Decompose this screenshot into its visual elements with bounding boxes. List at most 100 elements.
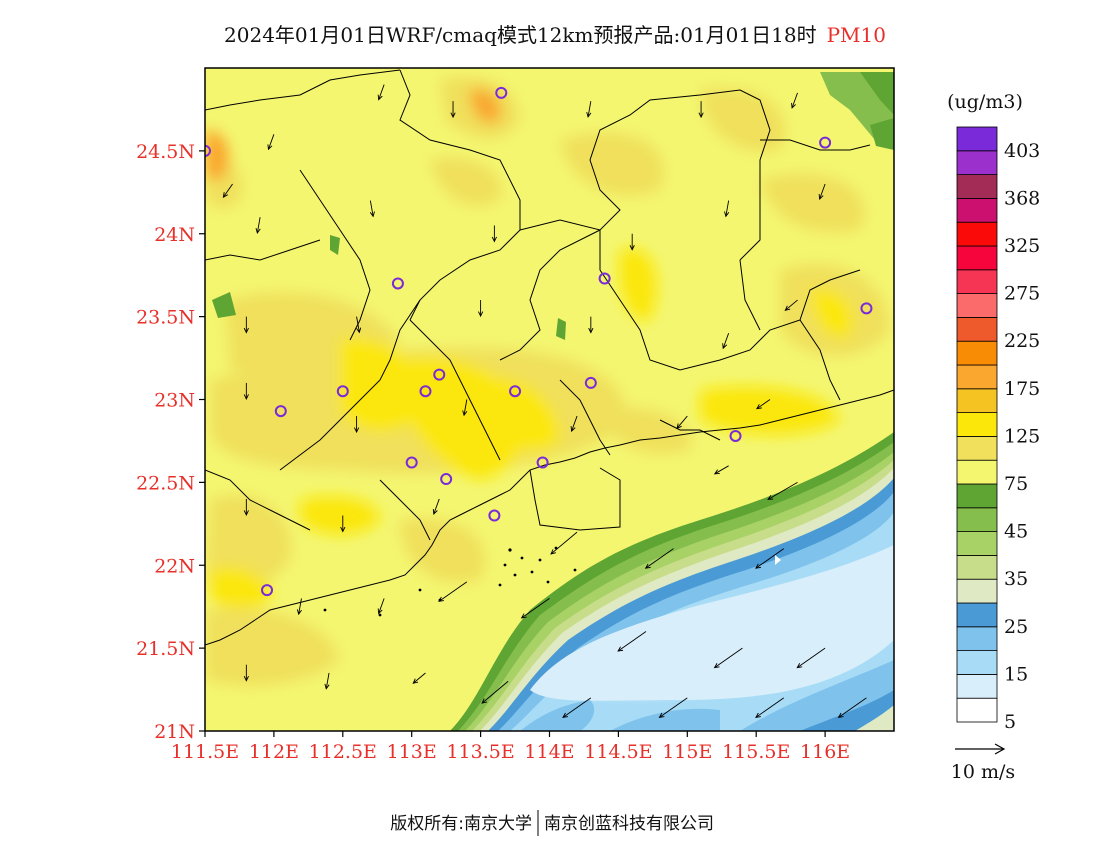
colorbar-label: 175 [1004,378,1040,400]
colorbar-swatch [956,364,998,390]
wind-arrow [340,515,346,533]
lat-tick-label: 23.5N [136,307,195,329]
colorbar-swatch [956,674,998,699]
clean-air-patch [330,235,340,255]
wind-arrow [796,647,826,669]
colorbar-label: 15 [1004,663,1028,685]
wind-arrow [462,399,468,417]
wind-legend-label: 10 m/s [951,761,1015,783]
latitude-axis: 24.5N 24N 23.5N 23N 22.5N 22N 21.5N 21N [136,141,205,743]
colorbar-label: 5 [1004,711,1016,733]
concentration-blotches [205,76,890,686]
colorbar-label: 25 [1004,616,1028,638]
wind-arrow [377,84,385,101]
wind-arrow [713,647,743,669]
colorbar-swatch [956,531,998,556]
wind-arrow [550,531,578,555]
lon-tick-label: 113E [387,741,437,763]
colorbar-swatch [956,197,998,223]
wind-arrow [377,598,385,615]
station-marker [205,144,211,157]
colorbar-label: 325 [1004,235,1040,257]
station-marker [440,473,453,486]
wind-arrow [724,200,730,218]
lon-tick-label: 112E [249,741,299,763]
station-marker [405,456,418,469]
lon-tick-label: 111.5E [171,741,239,763]
colorbar-swatch [956,626,998,651]
colorbar-swatch [956,174,998,199]
wind-arrow [356,316,362,334]
colorbar-swatch [956,150,998,176]
lat-tick-label: 24.5N [136,141,195,163]
colorbar-label: 225 [1004,330,1040,352]
wind-arrow [324,672,330,690]
wind-arrow [755,697,785,718]
lon-tick-label: 114.5E [584,741,652,763]
wind-arrow [837,697,867,718]
wind-arrow [267,134,275,151]
wind-arrow [438,581,468,602]
station-marker [536,456,549,469]
colorbar-swatch [956,412,998,437]
lat-tick-label: 21N [154,721,195,743]
clean-air-patch [556,318,566,340]
colorbar-label: 275 [1004,283,1040,305]
colorbar-swatch [956,507,998,532]
wind-arrow [588,316,594,334]
wind-arrow [243,382,249,400]
station-marker [391,277,404,290]
station-marker [419,385,432,398]
colorbar-swatch [956,269,998,294]
wind-arrow [570,415,578,433]
wind-arrow [617,631,647,652]
wind-legend: 10 m/s [951,743,1015,783]
sea-bands [450,432,894,731]
colorbar-swatch [956,388,998,413]
colorbar-swatch [956,316,998,342]
colorbar-swatch [956,602,998,628]
wind-legend-arrowhead [994,743,1006,755]
wind-arrow [369,200,375,218]
monitoring-stations [205,86,873,597]
wind-arrow [243,498,249,516]
colorbar-swatch [956,650,998,675]
wind-arrow [412,672,426,684]
colorbar-swatch [956,578,998,604]
wind-arrow [756,399,771,410]
station-marker [509,385,522,398]
station-marker [336,385,349,398]
wind-arrow [353,416,360,434]
sea-marker [775,555,781,565]
wind-arrow [722,333,730,350]
lon-tick-label: 114E [524,741,574,763]
lon-tick-label: 116E [800,741,850,763]
clean-air-patch [870,118,894,150]
clean-air-patch [860,72,894,115]
lat-tick-label: 22.5N [136,472,195,494]
footer-copyright: 版权所有:南京大学 [390,814,532,834]
wind-arrow [478,300,484,318]
wind-arrow [432,498,440,515]
wind-arrow [784,299,798,312]
wind-arrow [491,225,497,243]
wind-arrow [818,183,826,201]
lat-tick-label: 21.5N [136,638,195,660]
lat-tick-label: 22N [154,555,195,577]
station-marker [274,405,287,418]
station-marker [433,368,446,381]
clean-air-patch [212,292,236,318]
colorbar-label: 403 [1004,140,1040,162]
colorbar-swatch [956,126,998,152]
station-marker [860,302,873,315]
colorbar-swatch [956,697,998,723]
colorbar-label: 45 [1004,521,1028,543]
station-marker [261,584,274,597]
colorbar-swatch [956,435,998,461]
wind-arrow [713,465,729,475]
wind-arrow [243,664,249,682]
coastline [205,389,894,646]
lon-tick-label: 115.5E [722,741,790,763]
station-marker [584,376,597,389]
